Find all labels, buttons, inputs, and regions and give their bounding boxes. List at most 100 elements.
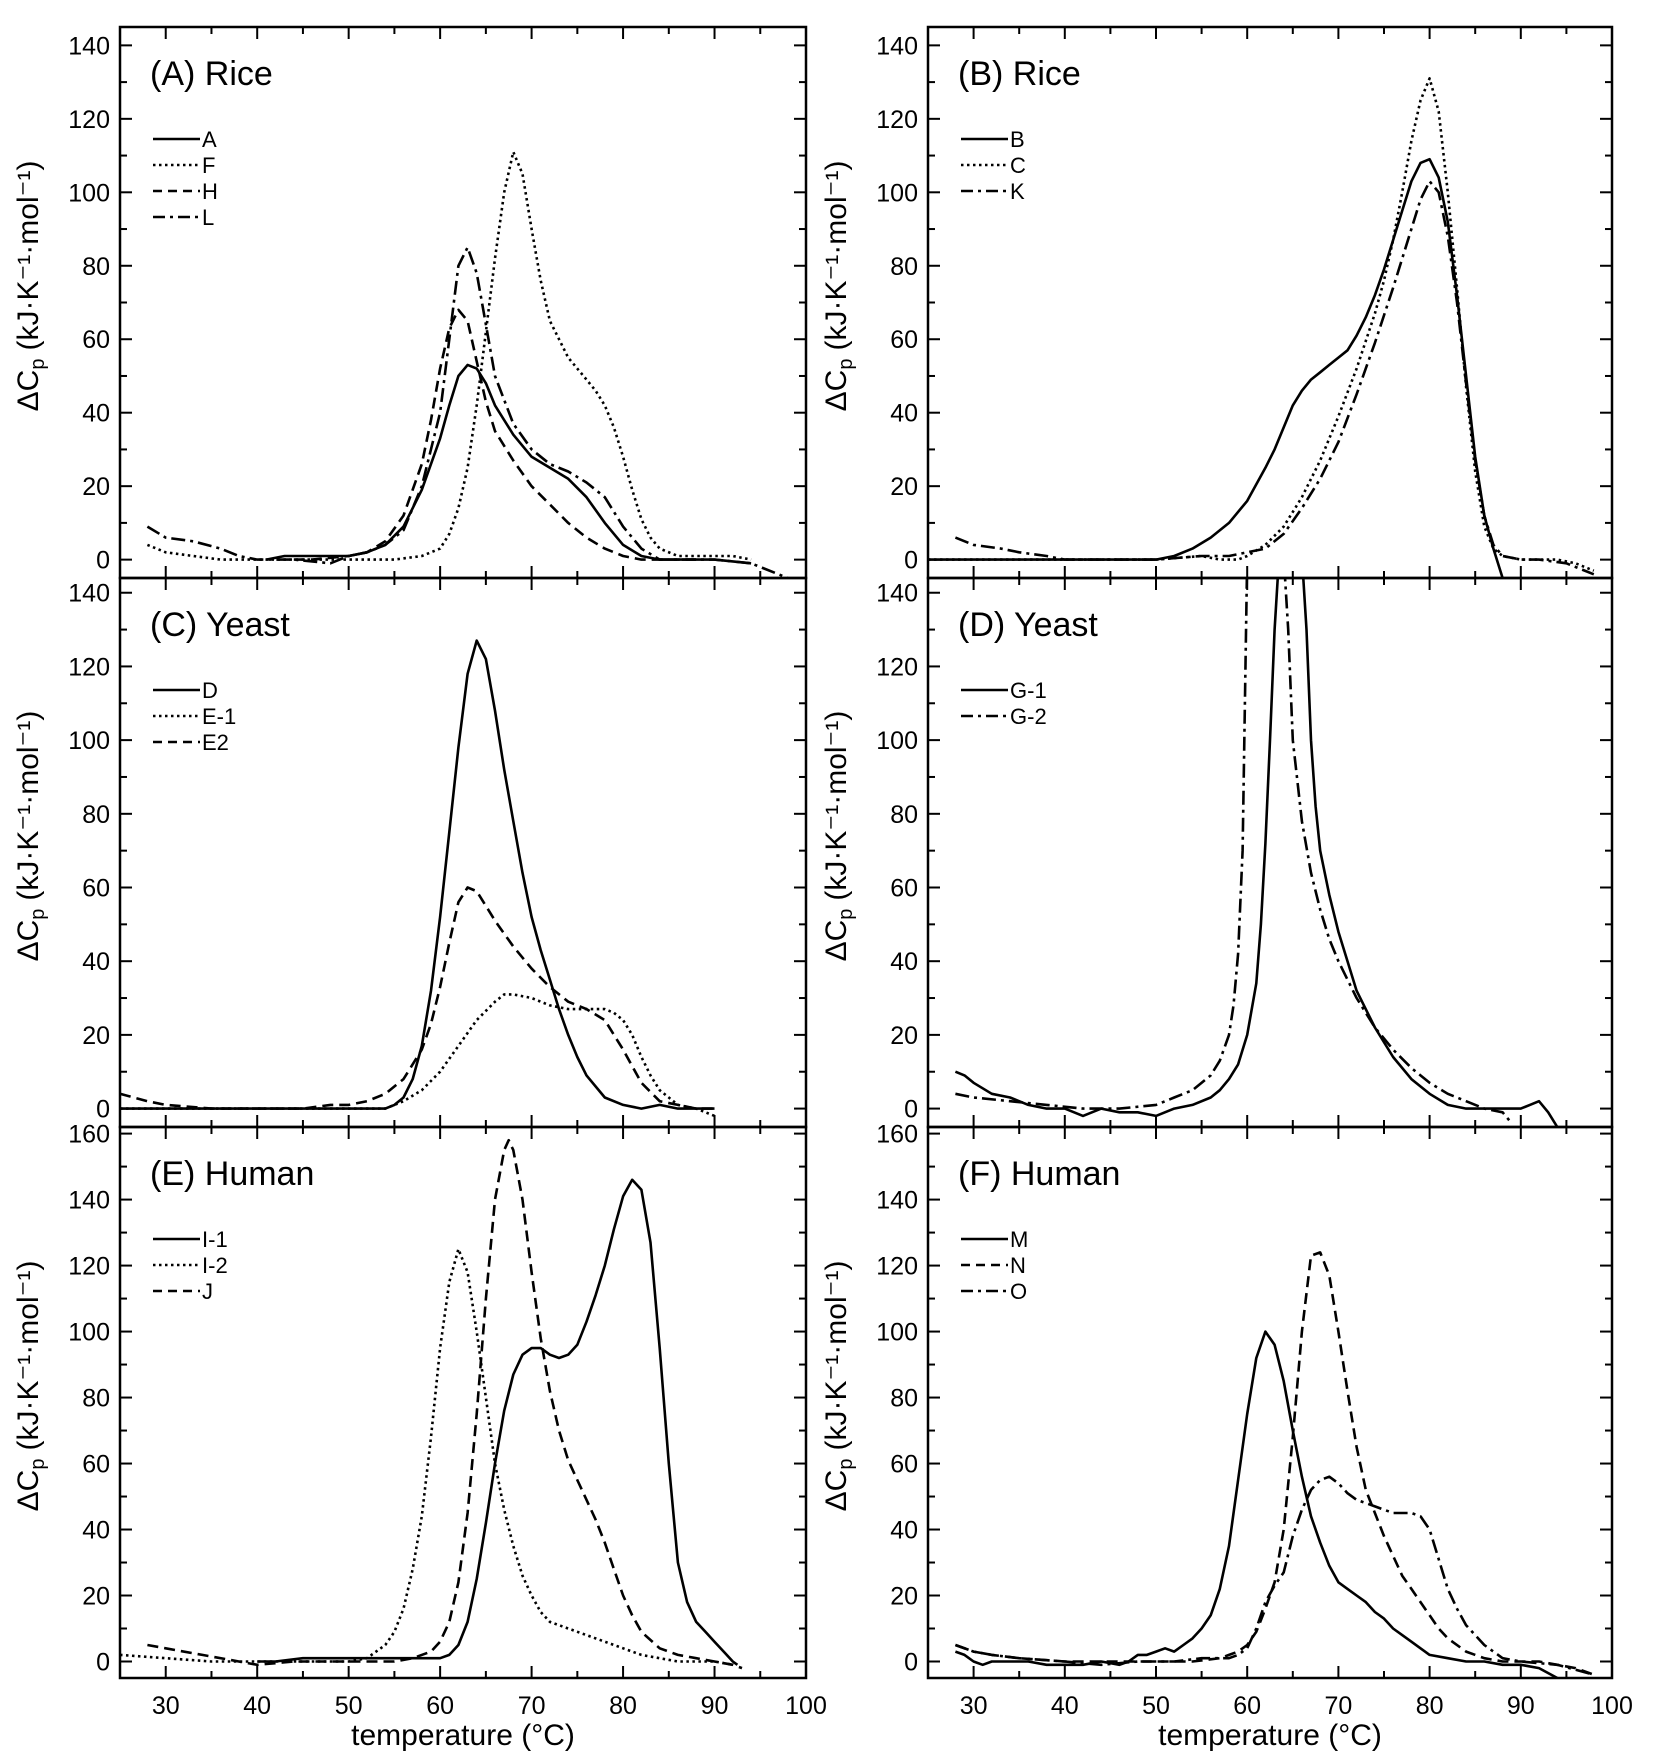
- x-tick-label: 80: [1416, 1692, 1444, 1720]
- y-tick-label: 40: [890, 948, 918, 976]
- y-tick-label: 140: [68, 1187, 110, 1215]
- y-tick-label: 80: [82, 801, 110, 829]
- legend: DE-1E2: [153, 678, 236, 755]
- plot-frame: [926, 1125, 1614, 1680]
- legend-label-o: O: [1010, 1279, 1027, 1304]
- legend-label-h: H: [202, 179, 218, 204]
- x-tick-label: 30: [152, 1692, 180, 1720]
- x-tick-label: 70: [1324, 1692, 1352, 1720]
- y-axis-title-delta: ΔC: [820, 1470, 853, 1512]
- y-axis-title-units: (kJ·K⁻¹·mol⁻¹): [820, 711, 853, 901]
- x-tick-label: 30: [960, 1692, 988, 1720]
- y-axis-title-delta: ΔC: [12, 920, 45, 962]
- y-axis-title-subscript: p: [835, 909, 857, 920]
- x-tick-label: 50: [335, 1692, 363, 1720]
- y-tick-label: 100: [876, 727, 918, 755]
- x-tick-label: 60: [426, 1692, 454, 1720]
- panel-title: (A) Rice: [150, 55, 273, 93]
- y-axis-title-units: (kJ·K⁻¹·mol⁻¹): [820, 161, 853, 351]
- legend-label-k: K: [1010, 179, 1025, 204]
- y-tick-label: 20: [82, 473, 110, 501]
- y-tick-label: 60: [890, 1451, 918, 1479]
- panel-d: 0 20 40 60 80 100 120 140 ΔCp (kJ·K⁻¹·mol⁻¹) (D) Y…: [820, 576, 1614, 1129]
- y-tick-label: 40: [82, 1517, 110, 1545]
- legend: MNO: [961, 1227, 1028, 1304]
- y-axis-title-delta: ΔC: [12, 1470, 45, 1512]
- series-line-c: [928, 77, 1595, 572]
- panel-f: 30 40 50 60 70 80 90 100 0 20 40 60 80 100 120 140 160 ΔC…: [820, 1121, 1633, 1720]
- y-tick-label: 60: [890, 875, 918, 903]
- panel-title: (E) Human: [150, 1155, 314, 1193]
- x-tick-label: 50: [1142, 1692, 1170, 1720]
- y-tick-label: 140: [876, 580, 918, 608]
- legend-label-n: N: [1010, 1253, 1026, 1278]
- panel-title: (F) Human: [958, 1155, 1120, 1193]
- y-tick-label: 80: [890, 1385, 918, 1413]
- y-tick-label: 0: [96, 547, 110, 575]
- y-tick-label: 100: [876, 179, 918, 207]
- series-line-l: [146, 246, 789, 578]
- y-axis-title-subscript: p: [27, 1459, 49, 1470]
- legend-label-i-2: I-2: [202, 1253, 228, 1278]
- curves-group: [120, 639, 715, 1118]
- y-tick-label: 60: [890, 326, 918, 354]
- legend-label-l: L: [202, 205, 214, 230]
- y-axis-title-units: (kJ·K⁻¹·mol⁻¹): [12, 161, 45, 351]
- y-tick-label: 100: [68, 179, 110, 207]
- y-tick-label: 60: [82, 1451, 110, 1479]
- y-tick-label: 160: [68, 1121, 110, 1149]
- plot-frame: [118, 1125, 808, 1680]
- curves-group: [928, 77, 1595, 578]
- plot-frame: [118, 576, 808, 1129]
- y-tick-label: 120: [876, 1253, 918, 1281]
- y-tick-label: 120: [68, 106, 110, 134]
- y-tick-label: 0: [904, 1649, 918, 1677]
- legend-label-d: D: [202, 678, 218, 703]
- series-line-b: [928, 157, 1504, 578]
- x-tick-label: 90: [701, 1692, 729, 1720]
- curves-group: [954, 1251, 1595, 1678]
- y-tick-label: 160: [876, 1121, 918, 1149]
- y-tick-label: 40: [82, 400, 110, 428]
- x-tick-label: 60: [1233, 1692, 1261, 1720]
- y-tick-label: 140: [68, 32, 110, 60]
- series-line-i-2: [120, 1247, 734, 1667]
- y-tick-label: 20: [890, 473, 918, 501]
- y-tick-label: 40: [82, 948, 110, 976]
- y-tick-label: 0: [904, 1096, 918, 1124]
- series-line-j: [147, 1138, 743, 1670]
- y-axis-title-units: (kJ·K⁻¹·mol⁻¹): [12, 711, 45, 901]
- legend-label-j: J: [202, 1279, 213, 1304]
- y-tick-label: 40: [890, 400, 918, 428]
- y-tick-label: 20: [82, 1022, 110, 1050]
- y-axis-title-subscript: p: [27, 909, 49, 920]
- legend: G-1G-2: [961, 678, 1047, 729]
- panel-title: (C) Yeast: [150, 606, 290, 644]
- legend-label-g-2: G-2: [1010, 704, 1047, 729]
- x-tick-label: 70: [518, 1692, 546, 1720]
- y-tick-label: 20: [890, 1022, 918, 1050]
- x-tick-label: 90: [1507, 1692, 1535, 1720]
- y-tick-label: 140: [876, 1187, 918, 1215]
- panel-c: 0 20 40 60 80 100 120 140 ΔCp (kJ·K⁻¹·mol⁻¹) (C) Y…: [12, 576, 808, 1129]
- series-line-k: [954, 180, 1595, 576]
- series-line-g-2: [955, 578, 1513, 1125]
- x-axis-title-right: temperature (°C): [1158, 1719, 1382, 1752]
- plot-frame: [926, 576, 1614, 1129]
- legend-label-m: M: [1010, 1227, 1028, 1252]
- x-tick-label: 100: [785, 1692, 827, 1720]
- y-tick-label: 60: [82, 326, 110, 354]
- panel-a: 0 20 40 60 80 100 120 140 ΔCp (kJ·K⁻¹·mol⁻¹) (A) R…: [12, 25, 808, 580]
- series-line-n: [954, 1251, 1595, 1676]
- y-axis-title: ΔCp (kJ·K⁻¹·mol⁻¹): [820, 1261, 857, 1512]
- panel-title: (D) Yeast: [958, 606, 1098, 644]
- series-line-e-1: [120, 993, 715, 1118]
- y-tick-label: 80: [890, 253, 918, 281]
- series-line-g-1: [954, 578, 1559, 1127]
- plot-frame: [926, 25, 1614, 580]
- panel-title: (B) Rice: [958, 55, 1081, 93]
- legend-label-e-1: E-1: [202, 704, 236, 729]
- legend-label-i-1: I-1: [202, 1227, 228, 1252]
- series-line-o: [954, 1475, 1595, 1676]
